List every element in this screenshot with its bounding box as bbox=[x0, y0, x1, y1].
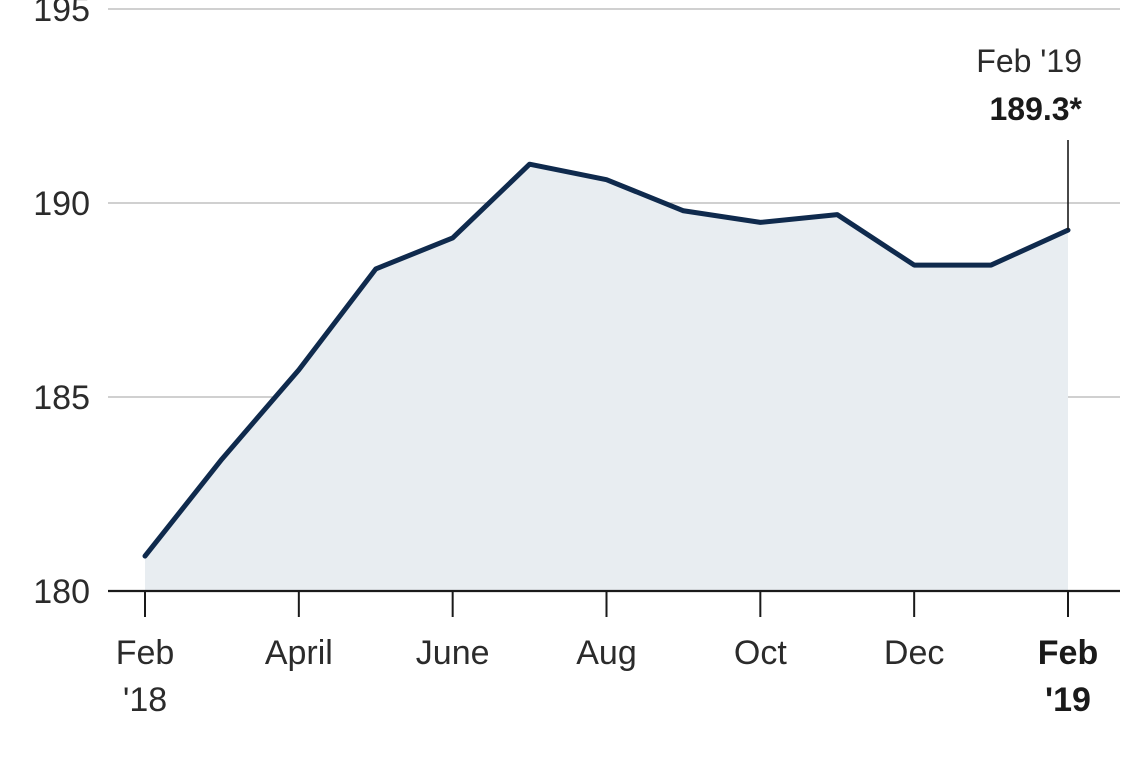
x-tick-label-12-line-0: Feb bbox=[1038, 634, 1098, 672]
y-tick-label-185: 185 bbox=[33, 379, 90, 417]
x-tick-label-10-line-0: Dec bbox=[884, 634, 944, 672]
y-tick-label-180: 180 bbox=[33, 573, 90, 611]
annotation-value: 189.3* bbox=[989, 91, 1082, 127]
x-tick-label-4-line-0: June bbox=[416, 634, 490, 672]
x-tick-label-12-line-1: '19 bbox=[1045, 681, 1091, 719]
area-layer bbox=[145, 164, 1068, 591]
annotation: Feb '19 189.3* bbox=[976, 43, 1083, 231]
y-tick-label-195: 195 bbox=[33, 0, 90, 29]
annotation-label: Feb '19 bbox=[976, 43, 1082, 79]
y-axis-labels: 180 185 190 195 bbox=[33, 0, 90, 611]
x-tick-label-6-line-0: Aug bbox=[576, 634, 637, 672]
x-axis-labels: Feb '18 April June Aug Oct Dec Feb '19 bbox=[116, 634, 1099, 719]
y-tick-label-190: 190 bbox=[33, 185, 90, 223]
x-tick-label-0-line-1: '18 bbox=[123, 681, 167, 719]
area-fill bbox=[145, 164, 1068, 591]
x-tick-label-0-line-0: Feb bbox=[116, 634, 175, 672]
x-tick-label-2-line-0: April bbox=[265, 634, 333, 672]
x-axis bbox=[108, 589, 1120, 617]
x-tick-label-8-line-0: Oct bbox=[734, 634, 787, 672]
